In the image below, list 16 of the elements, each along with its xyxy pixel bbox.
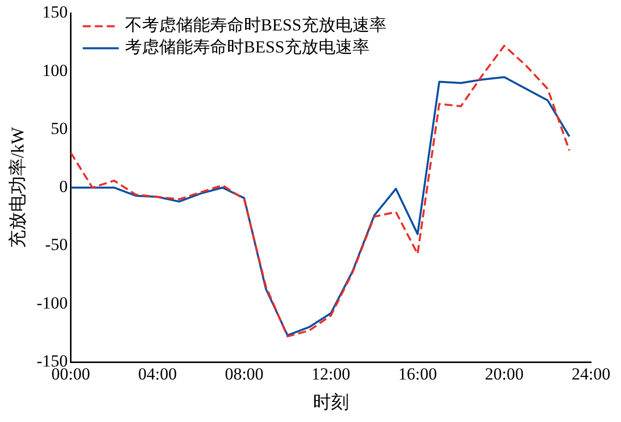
y-tick-label: 100 xyxy=(42,60,68,80)
y-tick-label: -50 xyxy=(45,235,68,254)
y-axis-title: 充放电功率/kW xyxy=(8,127,28,248)
x-tick-label: 04:00 xyxy=(138,364,177,384)
x-axis-title: 时刻 xyxy=(312,392,349,412)
y-tick-label: 0 xyxy=(59,177,68,196)
x-tick-label: 16:00 xyxy=(398,364,437,384)
x-tick-label: 12:00 xyxy=(312,364,350,384)
legend-label: 考虑储能寿命时BESS充放电速率 xyxy=(124,38,370,57)
x-tick-label: 08:00 xyxy=(224,364,264,384)
y-tick-label: -100 xyxy=(36,293,68,312)
x-tick-label: 24:00 xyxy=(572,364,610,384)
y-tick-label: 150 xyxy=(42,2,68,22)
y-tick-label: 50 xyxy=(50,118,68,138)
legend-label: 不考虑储能寿命时BESS充放电速率 xyxy=(124,16,386,35)
x-tick-label: 20:00 xyxy=(484,364,524,384)
